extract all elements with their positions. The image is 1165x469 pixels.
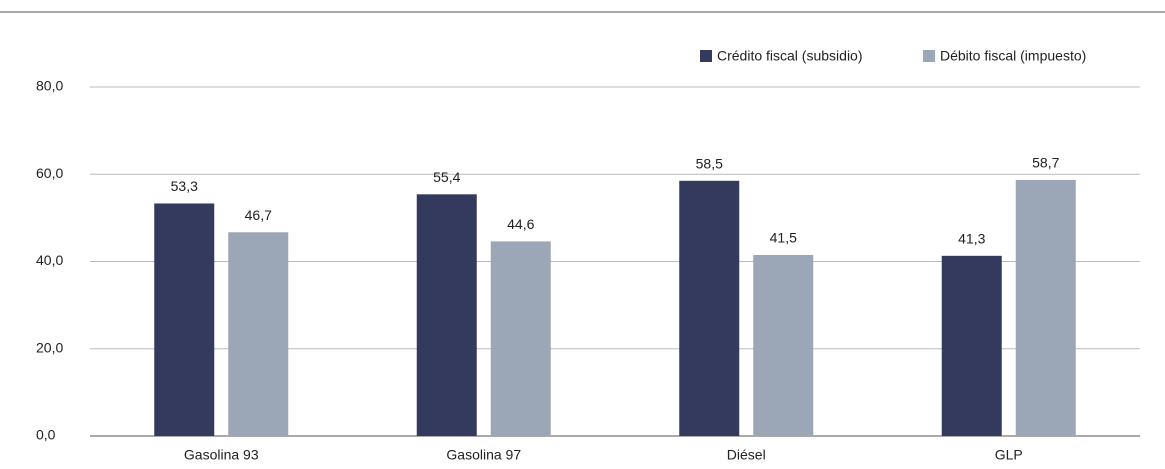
y-tick-label: 80,0 — [36, 78, 63, 94]
bar — [228, 232, 289, 436]
value-label: 41,3 — [958, 231, 985, 247]
y-tick-label: 40,0 — [36, 252, 63, 268]
value-label: 58,5 — [696, 155, 723, 171]
bar — [1015, 179, 1076, 436]
bar — [941, 255, 1002, 436]
value-label: 55,4 — [433, 169, 460, 185]
legend-label: Débito fiscal (impuesto) — [940, 48, 1086, 64]
bar — [753, 254, 814, 436]
value-label: 44,6 — [507, 216, 534, 232]
x-tick-label: GLP — [995, 447, 1023, 463]
value-label: 53,3 — [171, 178, 198, 194]
bar — [490, 241, 551, 436]
value-label: 46,7 — [245, 207, 272, 223]
y-tick-label: 0,0 — [36, 427, 56, 443]
x-tick-label: Gasolina 97 — [446, 447, 521, 463]
legend-swatch — [700, 50, 712, 62]
value-label: 58,7 — [1032, 155, 1059, 171]
x-tick-label: Gasolina 93 — [184, 447, 259, 463]
x-tick-label: Diésel — [727, 447, 766, 463]
y-tick-label: 60,0 — [36, 165, 63, 181]
y-tick-label: 20,0 — [36, 339, 63, 355]
legend-swatch — [923, 50, 935, 62]
bar — [154, 203, 215, 436]
bar — [416, 194, 477, 436]
legend-label: Crédito fiscal (subsidio) — [717, 48, 863, 64]
value-label: 41,5 — [770, 230, 797, 246]
bar — [679, 180, 740, 436]
